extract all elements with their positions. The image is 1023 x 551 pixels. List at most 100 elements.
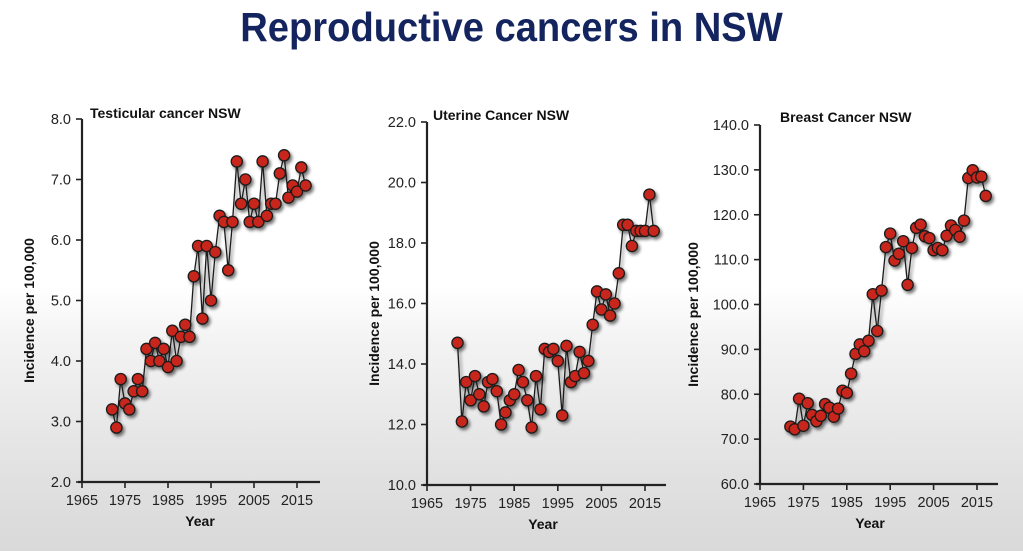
x-tick-label: 1985 bbox=[498, 496, 530, 512]
data-point bbox=[975, 170, 988, 183]
data-point bbox=[831, 402, 845, 415]
y-tick-label: 20.0 bbox=[388, 176, 416, 192]
data-point bbox=[555, 409, 569, 422]
data-point bbox=[277, 149, 291, 162]
series-line bbox=[790, 169, 987, 431]
data-point bbox=[797, 419, 810, 432]
data-point bbox=[582, 354, 595, 368]
data-point bbox=[295, 161, 308, 174]
data-point bbox=[153, 354, 166, 368]
data-point bbox=[166, 324, 179, 338]
x-tick-label: 1965 bbox=[411, 496, 443, 512]
data-point bbox=[896, 234, 910, 248]
data-point bbox=[643, 188, 656, 201]
data-point bbox=[883, 227, 897, 240]
data-point bbox=[269, 197, 282, 210]
data-point bbox=[573, 345, 586, 359]
y-tick-label: 3.0 bbox=[51, 415, 71, 431]
data-point bbox=[273, 167, 287, 180]
y-tick-label: 2.0 bbox=[51, 475, 71, 491]
data-point bbox=[230, 155, 244, 168]
chart-title: Testicular cancer NSW bbox=[90, 105, 241, 121]
data-point bbox=[901, 278, 914, 292]
x-tick-label: 2015 bbox=[281, 493, 313, 509]
data-point bbox=[814, 409, 828, 423]
y-axis-title: Incidence per 100,000 bbox=[366, 241, 382, 386]
y-tick-label: 18.0 bbox=[388, 236, 416, 252]
data-point bbox=[459, 375, 473, 389]
data-point bbox=[187, 270, 201, 283]
data-point bbox=[239, 173, 252, 186]
y-tick-label: 7.0 bbox=[51, 173, 71, 189]
data-point bbox=[252, 215, 265, 229]
data-point bbox=[844, 367, 858, 380]
data-point bbox=[551, 354, 565, 368]
data-point bbox=[953, 230, 966, 243]
data-point bbox=[870, 324, 884, 338]
y-tick-label: 6.0 bbox=[51, 233, 71, 249]
data-point bbox=[299, 179, 312, 192]
data-point bbox=[170, 354, 183, 368]
x-tick-label: 2005 bbox=[917, 495, 949, 511]
x-tick-label: 2005 bbox=[585, 496, 617, 512]
data-point bbox=[282, 191, 295, 204]
y-tick-label: 120.0 bbox=[713, 208, 749, 224]
x-axis-title: Year bbox=[185, 513, 215, 529]
data-point bbox=[979, 189, 992, 203]
x-axis-title: Year bbox=[528, 516, 558, 532]
data-point bbox=[196, 312, 209, 325]
x-axis-title: Year bbox=[855, 515, 885, 531]
data-point bbox=[586, 318, 599, 331]
x-tick-label: 1965 bbox=[66, 493, 98, 509]
x-tick-label: 1975 bbox=[109, 493, 141, 509]
data-point bbox=[123, 403, 136, 416]
y-tick-label: 90.0 bbox=[721, 342, 749, 358]
y-tick-label: 10.0 bbox=[388, 478, 416, 494]
data-point bbox=[547, 342, 560, 356]
data-point bbox=[490, 384, 504, 398]
data-point bbox=[525, 421, 538, 434]
data-point bbox=[464, 394, 477, 407]
data-point bbox=[905, 241, 919, 255]
data-point bbox=[936, 243, 949, 257]
data-point bbox=[862, 334, 875, 348]
data-point bbox=[161, 360, 175, 374]
y-tick-label: 8.0 bbox=[51, 112, 71, 128]
data-point bbox=[221, 264, 235, 277]
data-point bbox=[801, 396, 814, 410]
data-point bbox=[521, 394, 534, 407]
data-point bbox=[892, 247, 906, 261]
data-point bbox=[507, 388, 521, 401]
data-point bbox=[209, 245, 222, 259]
y-tick-label: 4.0 bbox=[51, 354, 71, 370]
data-point bbox=[110, 421, 123, 434]
data-point bbox=[256, 155, 269, 168]
data-point bbox=[148, 336, 162, 350]
data-point bbox=[595, 303, 608, 316]
data-point bbox=[512, 363, 525, 377]
data-point bbox=[226, 215, 239, 229]
data-point bbox=[560, 339, 573, 353]
y-axis-title: Incidence per 100,000 bbox=[685, 242, 701, 387]
data-point bbox=[247, 197, 261, 210]
data-point bbox=[200, 239, 213, 253]
y-tick-label: 12.0 bbox=[388, 418, 416, 434]
data-point bbox=[940, 229, 953, 243]
data-point bbox=[114, 372, 127, 386]
y-tick-label: 140.0 bbox=[713, 118, 749, 134]
data-point bbox=[105, 403, 119, 416]
x-tick-label: 1965 bbox=[744, 495, 776, 511]
data-point bbox=[455, 415, 469, 428]
x-tick-label: 1985 bbox=[152, 493, 184, 509]
y-tick-label: 14.0 bbox=[388, 357, 416, 373]
y-tick-label: 70.0 bbox=[721, 432, 749, 448]
x-tick-label: 1985 bbox=[831, 495, 863, 511]
y-tick-label: 16.0 bbox=[388, 297, 416, 313]
data-point bbox=[957, 214, 971, 227]
data-point bbox=[140, 342, 153, 356]
chart-title: Uterine Cancer NSW bbox=[433, 107, 570, 123]
page-title: Reproductive cancers in NSW bbox=[240, 4, 783, 50]
data-point bbox=[516, 375, 530, 389]
uterine-cancer-chart: Uterine Cancer NSW 10.0 12.0 14.0 16.0 18.0 20… bbox=[366, 107, 666, 532]
